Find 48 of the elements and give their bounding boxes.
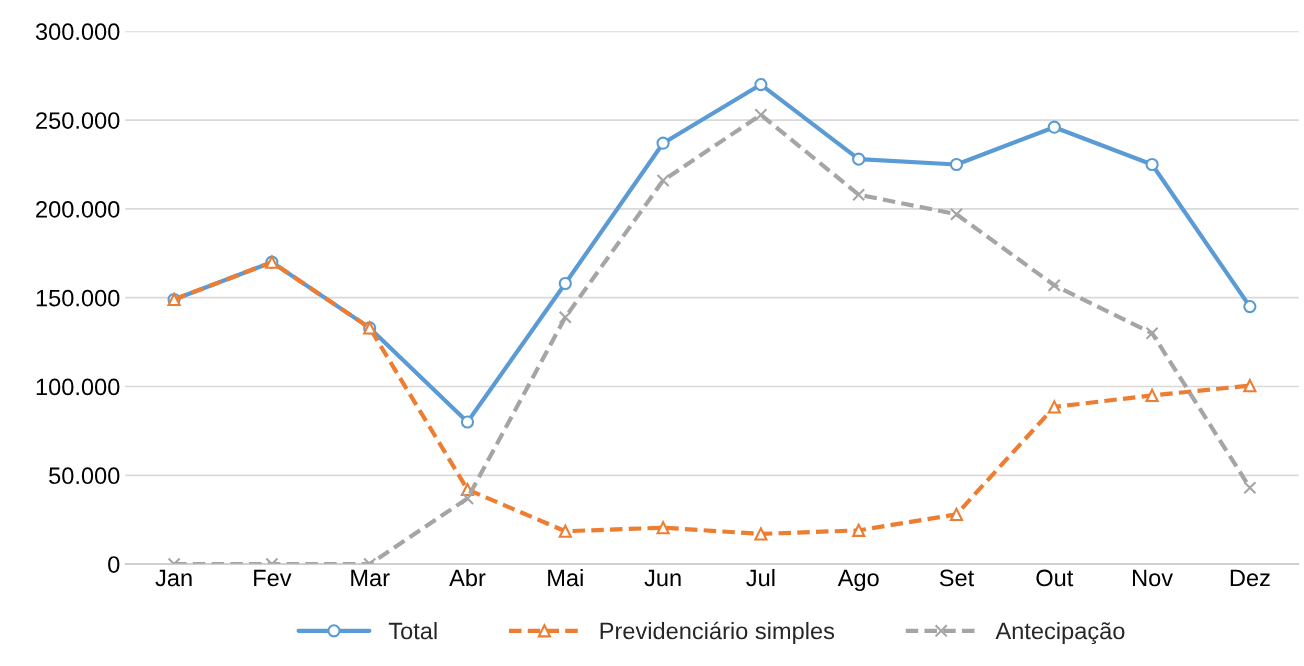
y-tick-label: 150.000 [36, 289, 120, 307]
point [656, 136, 670, 150]
x-tick-label: Dez [1230, 569, 1270, 587]
point [754, 108, 768, 122]
point [1047, 120, 1061, 134]
point [558, 276, 572, 291]
y-tick-label: 100.000 [36, 378, 120, 396]
legend-label: Total [388, 621, 437, 640]
x-tick-label: Jul [746, 568, 775, 587]
point [949, 507, 964, 521]
x-tick-label: Mar [351, 569, 390, 587]
point [460, 415, 475, 429]
point [852, 523, 866, 537]
point [1145, 388, 1159, 402]
point [558, 310, 572, 324]
y-tick-label: 50.000 [49, 467, 120, 485]
point [852, 188, 866, 202]
point [754, 527, 768, 541]
x-tick-label: Fev [254, 569, 292, 587]
point [1047, 278, 1061, 292]
x-tick-label: Abr [449, 568, 486, 587]
point [1145, 326, 1159, 340]
point [852, 152, 866, 166]
x-tick-label: Out [1036, 569, 1074, 587]
x-tick-label: Ago [837, 569, 879, 591]
x-tick-label: Jun [644, 569, 681, 587]
y-tick-label: 0 [108, 556, 120, 573]
legend-label: Previdenciário simples [600, 621, 835, 644]
x-tick-label: Mai [548, 568, 583, 587]
point [1047, 400, 1061, 414]
y-tick-label: 200.000 [36, 200, 120, 218]
point [656, 173, 670, 188]
y-tick-label: 300.000 [35, 23, 120, 41]
x-tick-label: Nov [1133, 569, 1173, 587]
point [1145, 157, 1159, 172]
point [1243, 379, 1257, 393]
point [949, 207, 964, 221]
point [1243, 481, 1257, 495]
point [656, 521, 670, 535]
point [754, 77, 768, 92]
point [1243, 299, 1257, 314]
x-tick-label: Jan [155, 569, 192, 587]
legend-label: Antecipação [995, 621, 1125, 645]
y-tick-label: 250.000 [36, 112, 120, 129]
point [558, 524, 572, 538]
point [460, 491, 475, 505]
point [949, 157, 964, 172]
x-tick-label: Set [939, 569, 975, 587]
